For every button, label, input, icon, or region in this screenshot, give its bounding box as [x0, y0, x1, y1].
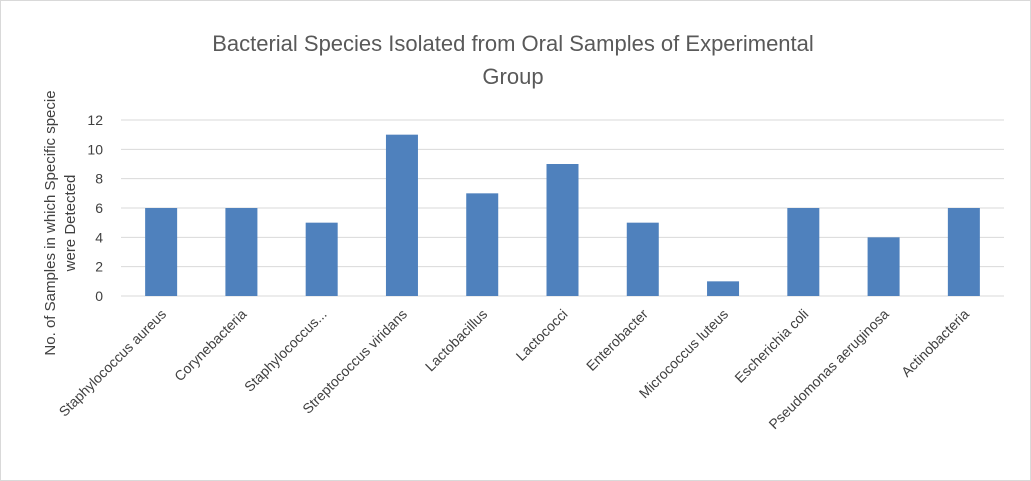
- chart-title-line-1: Bacterial Species Isolated from Oral Sam…: [212, 31, 814, 56]
- category-label: Micrococcus luteus: [636, 306, 731, 401]
- y-tick-label: 6: [95, 200, 103, 216]
- bar: [385, 134, 418, 296]
- category-label: Escherichia coli: [731, 306, 811, 386]
- category-label: Enterobacter: [583, 306, 651, 374]
- bar: [787, 208, 820, 296]
- y-tick-label: 12: [87, 112, 103, 128]
- bar: [225, 208, 258, 296]
- bar: [867, 237, 900, 296]
- y-tick-label: 10: [87, 141, 103, 157]
- bar: [466, 193, 499, 296]
- bar: [707, 281, 740, 296]
- bar: [546, 164, 579, 296]
- y-tick-label: 4: [95, 229, 103, 245]
- category-label: Actinobacteria: [898, 306, 972, 380]
- y-tick-label: 8: [95, 171, 103, 187]
- category-label: Lactococci: [513, 306, 571, 364]
- category-label: Staphylococcus...: [241, 306, 330, 395]
- y-tick-label: 2: [95, 259, 103, 275]
- bar: [947, 208, 980, 296]
- y-axis-label-line-1: No. of Samples in which Specific specie: [42, 90, 59, 355]
- y-tick-label: 0: [95, 288, 103, 304]
- category-label: Staphylococcus aureus: [56, 306, 170, 420]
- bars: [145, 134, 980, 296]
- y-tick-labels: 0 2 4 6 8 10 12: [87, 112, 103, 304]
- category-labels: Staphylococcus aureus CorynebacteriaStaph…: [56, 306, 973, 433]
- bar: [626, 222, 659, 296]
- chart-title-line-2: Group: [482, 64, 543, 89]
- category-label: Corynebacteria: [171, 306, 250, 385]
- y-axis-label-line-2: were Detected: [62, 175, 79, 273]
- category-label: Lactobacillus: [422, 306, 491, 375]
- bar: [145, 208, 178, 296]
- bar: [305, 222, 338, 296]
